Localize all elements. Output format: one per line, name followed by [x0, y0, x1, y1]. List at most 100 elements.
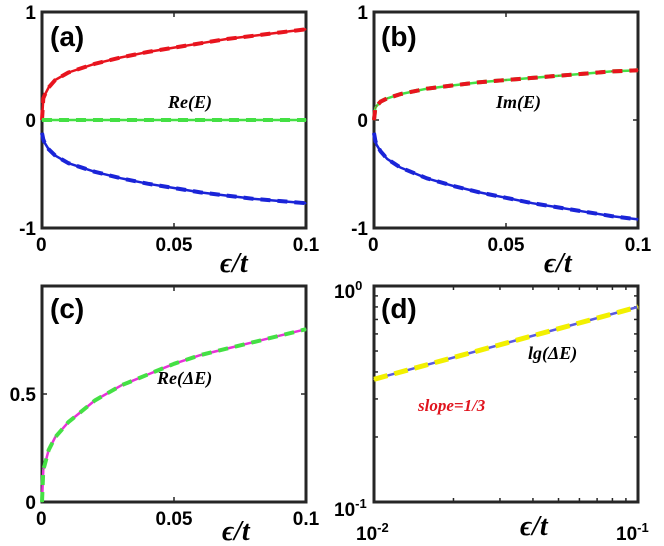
series-a-0-dashed-line: [40, 27, 307, 121]
panel-d-xtick-left-exp: -2: [377, 520, 389, 535]
panel-c-xlabel: ϵ/t: [222, 516, 251, 546]
panel-a-xtick-labels: 0 0.05 0.1: [36, 235, 320, 256]
series-c-1-point-4: [54, 436, 56, 438]
series-c-1-dashed-line: [40, 327, 307, 503]
series-b-2-point-9: [505, 197, 507, 199]
panel-a-series: [40, 27, 307, 206]
series-a-2-point-13: [279, 200, 281, 202]
series-b-2-point-5: [399, 166, 401, 169]
panel-a-ytick-labels: -1 0 1: [19, 3, 36, 240]
series-a-0-point-1: [42, 97, 44, 99]
panel-d-xtick-right-base: 10: [616, 524, 637, 545]
series-a-2-point-7: [120, 177, 122, 179]
series-b-1-point-8: [479, 81, 481, 83]
series-b-1-point-13: [611, 70, 613, 72]
series-b-2-point-1: [374, 139, 376, 142]
series-a-2-point-1: [42, 138, 44, 140]
panel-d-ytick-top: 100: [334, 278, 362, 303]
series-a-2-point-12: [252, 198, 254, 200]
series-a-0-point-10: [199, 42, 201, 44]
series-b-1-point-4: [386, 97, 388, 99]
series-a-0-point-11: [226, 38, 228, 40]
series-c-1-point-1: [42, 469, 44, 471]
series-a-1-point-1: [305, 119, 307, 121]
series-a-0-point-3: [48, 87, 50, 89]
panel-d-annotation: lg(ΔE): [528, 343, 577, 364]
series-b-2-point-2: [376, 144, 378, 146]
series-c-1-point-7: [120, 384, 122, 386]
series-b-1-point-0: [373, 119, 375, 121]
panel-d: (d) lg(ΔE) slope=1/3 100 10-1 10-2 10-1 …: [334, 278, 649, 545]
panel-c-label: (c): [50, 293, 84, 324]
series-c-1-point-9: [173, 363, 175, 365]
panel-a-xtick-label-2: 0.1: [293, 235, 320, 256]
panel-b-ytick-label-1: 0: [357, 111, 368, 132]
series-b-2-point-0: [373, 132, 375, 134]
series-a-2-point-14: [305, 202, 307, 204]
series-b-1-point-2: [376, 105, 378, 107]
panel-d-ytick-bottom: 10-1: [334, 496, 367, 521]
panel-b: (b) Im(E) -101 0 0.05 0.1 ϵ/t: [351, 3, 652, 279]
series-c-1-point-12: [252, 341, 254, 343]
panel-a: (a) Re(E) -101 0 0.05 0.1 ϵ/t: [19, 3, 320, 279]
series-d-1-dashed-line: [373, 304, 639, 382]
series-a-2-point-3: [48, 148, 50, 150]
panel-d-ytick-top-exp: 0: [355, 278, 362, 293]
panel-a-annotation: Re(E): [167, 92, 212, 113]
series-b-2-point-10: [531, 202, 534, 204]
series-a-0-point-14: [305, 28, 307, 30]
panel-d-label: (d): [381, 293, 417, 324]
panel-c-annotation: Re(ΔE): [156, 368, 212, 389]
panel-a-xtick-label-1: 0.05: [156, 235, 193, 256]
series-a-1-point-0: [41, 119, 43, 121]
series-b-2-point-11: [558, 206, 560, 209]
series-d-1-point-1: [637, 306, 639, 308]
series-c-1-point-14: [305, 328, 307, 330]
panel-d-frame: [372, 284, 640, 504]
series-a-0-point-2: [44, 94, 46, 96]
series-b-2-point-6: [426, 177, 428, 179]
series-c-1-point-13: [279, 335, 281, 337]
series-c-1-point-6: [94, 399, 96, 402]
series-a-2-point-6: [94, 171, 96, 173]
series-c-1-point-11: [226, 348, 228, 350]
series-b-1-point-10: [531, 77, 534, 79]
series-a-0-point-5: [67, 71, 69, 74]
series-b-1-point-3: [380, 101, 382, 103]
series-b-2-point-3: [380, 150, 382, 152]
series-a-2-point-4: [54, 155, 56, 157]
series-b-1-point-6: [426, 88, 428, 90]
panel-d-series: [373, 304, 639, 382]
series-a-0-point-12: [252, 35, 254, 37]
series-a-2-point-11: [226, 195, 228, 197]
panel-a-xlabel: ϵ/t: [220, 248, 249, 279]
panel-d-xtick-left-base: 10: [356, 524, 377, 545]
panel-b-series: [372, 68, 639, 222]
panel-b-xtick-label-2: 0.1: [625, 235, 652, 256]
panel-c: (c) Re(ΔE) 0 0.5 0 0.05 0.1 ϵ/t: [10, 284, 320, 546]
series-a-2-point-2: [44, 142, 46, 144]
panel-a-ytick-label-0: -1: [19, 219, 36, 240]
series-c-1-point-8: [147, 374, 149, 376]
panel-b-annotation: Im(E): [495, 92, 541, 113]
series-a-2-point-9: [173, 187, 175, 189]
series-a-0-point-9: [173, 47, 175, 49]
series-c-0-line: [40, 327, 307, 503]
panel-c-ytick-label-0: 0: [25, 493, 36, 514]
panel-b-xtick-labels: 0 0.05 0.1: [368, 235, 652, 256]
series-c-1-point-5: [67, 421, 69, 423]
panel-c-xtick-label-2: 0.1: [293, 509, 320, 530]
series-b-2-point-7: [452, 185, 454, 187]
series-b-2-point-4: [386, 158, 388, 160]
series-c-1-point-3: [48, 449, 50, 451]
panel-c-ytick-label-1: 0.5: [10, 385, 37, 406]
panel-d-ytick-top-base: 10: [334, 282, 355, 303]
panel-d-ytick-bottom-exp: -1: [355, 496, 367, 511]
panel-b-ytick-label-2: 1: [357, 3, 368, 24]
panel-d-xtick-right: 10-1: [616, 520, 649, 545]
series-b-1-point-14: [637, 69, 639, 71]
panel-d-xlabel: ϵ/t: [520, 511, 549, 542]
series-a-0-point-13: [279, 31, 281, 34]
panel-d-slope-annotation: slope=1/3: [417, 396, 486, 415]
panel-c-xtick-labels: 0 0.05 0.1: [36, 509, 320, 530]
